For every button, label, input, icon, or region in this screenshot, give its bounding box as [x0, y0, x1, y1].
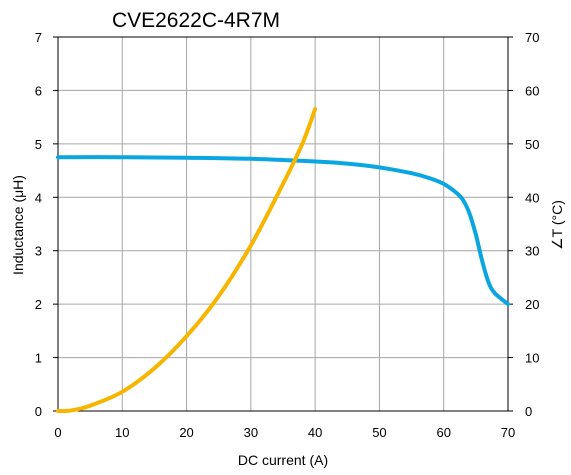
- x-tick-label: 10: [115, 425, 129, 440]
- y-left-tick-label: 5: [35, 137, 42, 152]
- y-right-tick-label: 70: [525, 30, 539, 45]
- series-group: [56, 107, 510, 414]
- temperature-rise-line: [56, 107, 318, 414]
- x-tick-label: 30: [244, 425, 258, 440]
- y-right-tick-label: 40: [525, 190, 539, 205]
- y-right-tick-label: 30: [525, 244, 539, 259]
- y-right-tick-label: 50: [525, 137, 539, 152]
- y-right-tick-label: 60: [525, 83, 539, 98]
- y-axis-left-label: Inductance (μH): [10, 175, 26, 275]
- chart-title: CVE2622C-4R7M: [112, 9, 280, 32]
- x-tick-label: 50: [372, 425, 386, 440]
- plot-area: [57, 36, 509, 412]
- y-left-tick-label: 2: [35, 297, 42, 312]
- x-tick-label: 70: [501, 425, 515, 440]
- x-axis-label: DC current (A): [238, 452, 328, 468]
- inductance-line: [56, 155, 510, 307]
- x-tick-label: 40: [308, 425, 322, 440]
- y-left-tick-label: 6: [35, 83, 42, 98]
- y-left-tick-label: 1: [35, 351, 42, 366]
- y-left-tick-label: 0: [35, 404, 42, 419]
- y-right-tick-label: 10: [525, 351, 539, 366]
- x-tick-label: 60: [436, 425, 450, 440]
- y-right-tick-label: 0: [525, 404, 532, 419]
- y-right-tick-label: 20: [525, 297, 539, 312]
- x-tick-label: 0: [54, 425, 61, 440]
- y-left-tick-label: 3: [35, 244, 42, 259]
- y-left-tick-label: 7: [35, 30, 42, 45]
- x-tick-label: 20: [179, 425, 193, 440]
- grid: [53, 36, 513, 412]
- y-axis-right-label: ∠T (°C): [549, 200, 565, 250]
- y-left-tick-label: 4: [35, 190, 42, 205]
